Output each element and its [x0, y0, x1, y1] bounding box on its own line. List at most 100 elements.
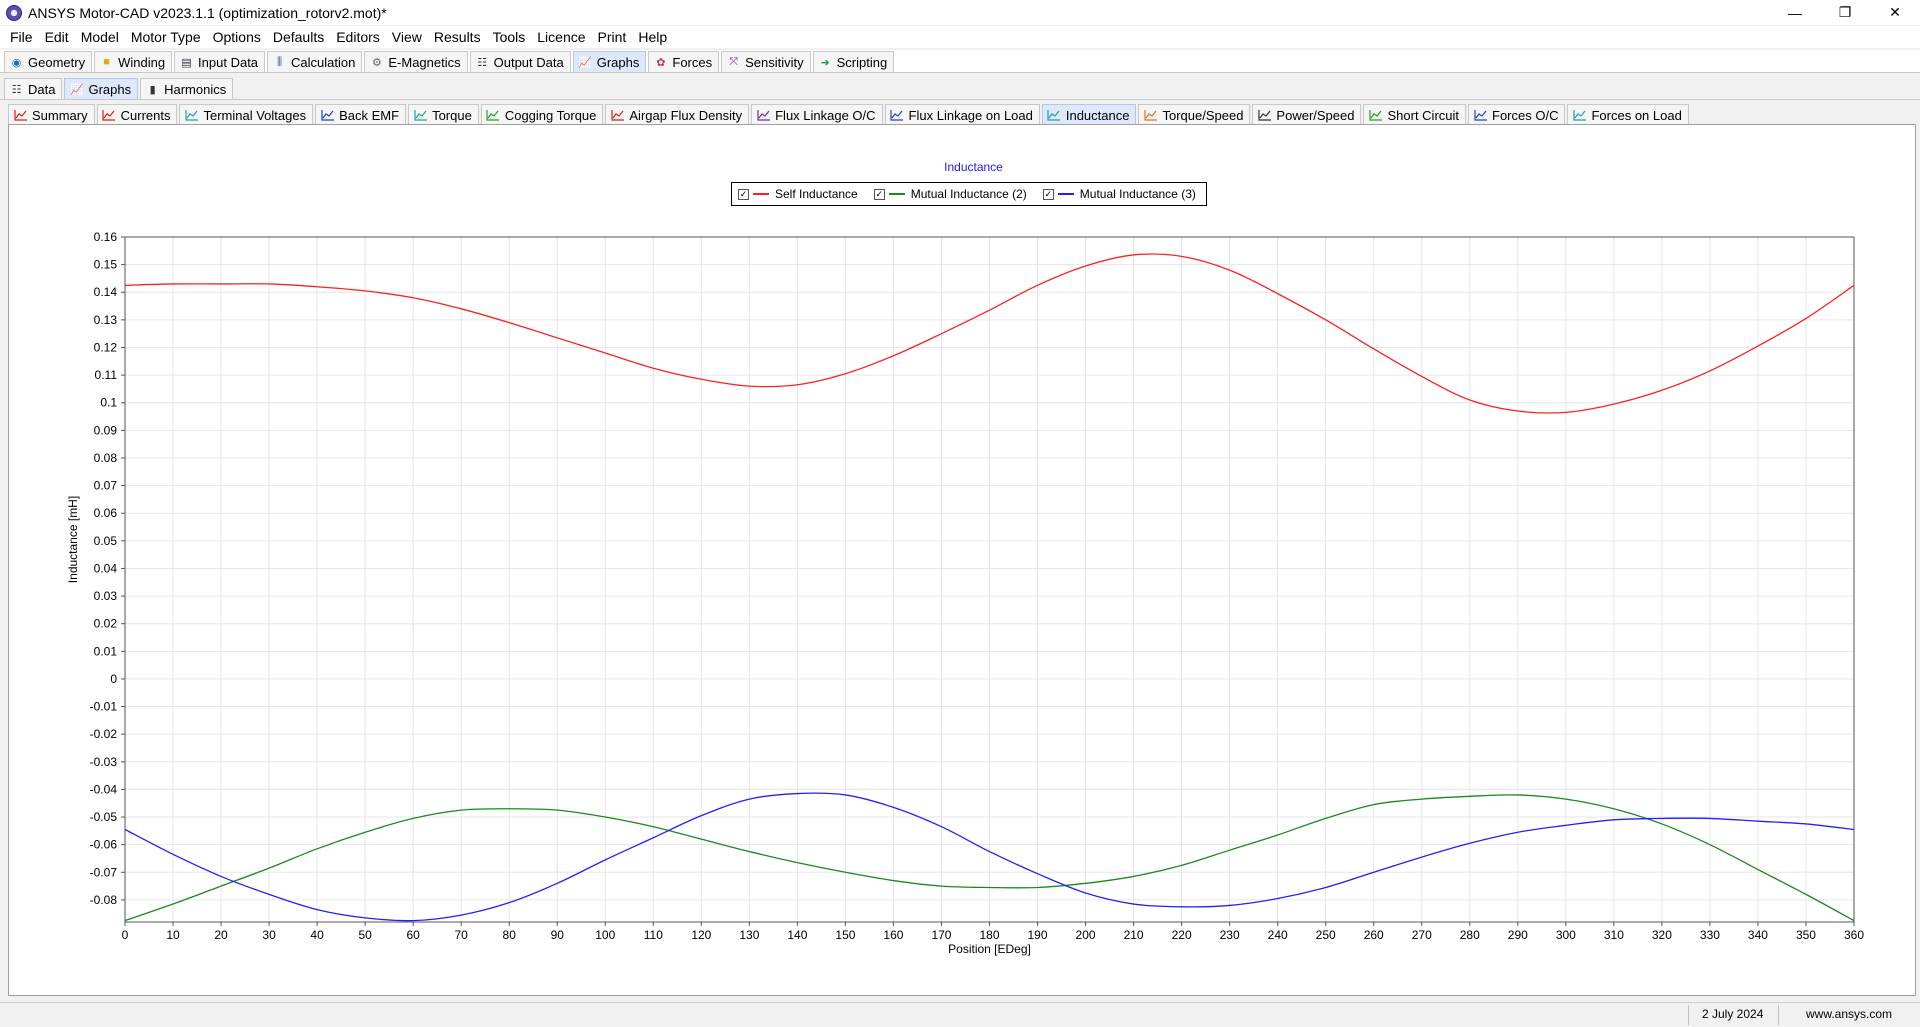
main-tab-bar: ◉ Geometry ■ Winding ▤ Input Data ⫼ Calculation…	[0, 50, 1920, 72]
y-tick-label: 0.09	[94, 423, 118, 437]
menu-tools[interactable]: Tools	[492, 29, 526, 45]
menu-licence[interactable]: Licence	[537, 29, 586, 45]
menu-edit[interactable]: Edit	[44, 29, 69, 45]
tab-geometry[interactable]: ◉ Geometry	[4, 51, 93, 72]
graph-line-icon	[756, 108, 771, 122]
x-tick-label: 0	[122, 928, 129, 942]
status-date: 2 July 2024	[1702, 1007, 1764, 1021]
graph-tab-power-speed[interactable]: Power/Speed	[1252, 104, 1362, 125]
status-divider	[1688, 1005, 1689, 1025]
legend-swatch	[888, 193, 905, 195]
motorcad-logo-icon	[6, 4, 22, 21]
menu-defaults[interactable]: Defaults	[272, 29, 325, 45]
legend-swatch	[753, 193, 769, 195]
tab-label: Forces	[672, 54, 713, 70]
graph-tab-terminal-voltages[interactable]: Terminal Voltages	[179, 104, 314, 125]
tab-output-data[interactable]: ☷ Output Data	[469, 51, 571, 72]
tab-e-magnetics[interactable]: ⚙ E-Magnetics	[364, 51, 468, 72]
x-tick-label: 70	[455, 928, 469, 942]
graph-tab-label: Forces on Load	[1591, 107, 1682, 123]
tab-calculation[interactable]: ⫼ Calculation	[267, 51, 363, 72]
tab-forces[interactable]: ✿ Forces	[648, 51, 720, 72]
y-tick-label: -0.07	[90, 865, 118, 879]
graph-tab-flux-linkage-o-c[interactable]: Flux Linkage O/C	[751, 104, 883, 125]
menu-editors[interactable]: Editors	[336, 29, 380, 45]
graph-tab-short-circuit[interactable]: Short Circuit	[1363, 104, 1467, 125]
x-tick-label: 320	[1652, 928, 1672, 942]
x-tick-label: 340	[1748, 928, 1768, 942]
x-tick-label: 260	[1364, 928, 1384, 942]
y-tick-label: 0.15	[94, 258, 118, 272]
subtab-graphs[interactable]: 📈 Graphs	[64, 78, 139, 99]
legend-entry[interactable]: ✓ Mutual Inductance (2)	[868, 187, 1027, 201]
graph-tab-torque[interactable]: Torque	[408, 104, 479, 125]
graph-tab-flux-linkage-on-load[interactable]: Flux Linkage on Load	[884, 104, 1040, 125]
menu-options[interactable]: Options	[212, 29, 261, 45]
e-magnetics-icon: ⚙	[371, 56, 382, 69]
tab-label: Graphs	[596, 54, 640, 70]
tab-scripting[interactable]: ➜ Scripting	[812, 51, 895, 72]
x-tick-label: 360	[1844, 928, 1864, 942]
menu-motor-type[interactable]: Motor Type	[130, 29, 201, 45]
subtab-data[interactable]: ☷ Data	[4, 78, 63, 99]
close-button[interactable]: ✕	[1889, 4, 1901, 20]
y-tick-label: 0.04	[94, 561, 118, 575]
graph-line-icon	[184, 108, 199, 122]
output-data-icon: ☷	[477, 56, 488, 69]
menu-results[interactable]: Results	[433, 29, 481, 45]
menu-file[interactable]: File	[10, 29, 33, 45]
graph-tab-cogging-torque[interactable]: Cogging Torque	[480, 104, 604, 125]
legend-entry[interactable]: ✓ Self Inductance	[732, 187, 858, 201]
y-tick-label: 0.14	[94, 285, 118, 299]
menu-print[interactable]: Print	[597, 29, 627, 45]
divider	[0, 72, 1920, 73]
chart-panel: Inductance 0.16 0.15 0.14 0.13 0.12 0.11 0.1 0.0…	[8, 124, 1916, 996]
legend-checkbox[interactable]: ✓	[738, 188, 749, 200]
y-tick-label: 0.13	[94, 313, 118, 327]
graph-tab-label: Back EMF	[339, 107, 400, 123]
graph-tab-label: Forces O/C	[1492, 107, 1559, 123]
y-tick-label: -0.02	[90, 727, 118, 741]
x-tick-label: 170	[931, 928, 951, 942]
graph-tab-torque-speed[interactable]: Torque/Speed	[1138, 104, 1251, 125]
winding-icon: ■	[103, 56, 110, 68]
y-tick-label: -0.05	[90, 810, 118, 824]
tab-input-data[interactable]: ▤ Input Data	[174, 51, 266, 72]
graph-tab-back-emf[interactable]: Back EMF	[315, 104, 407, 125]
x-tick-label: 50	[358, 928, 372, 942]
x-tick-label: 40	[310, 928, 324, 942]
legend-entry[interactable]: ✓ Mutual Inductance (3)	[1037, 187, 1196, 201]
menu-model[interactable]: Model	[80, 29, 119, 45]
x-tick-label: 190	[1028, 928, 1048, 942]
tab-winding[interactable]: ■ Winding	[94, 51, 173, 72]
graph-tab-airgap-flux-density[interactable]: Airgap Flux Density	[605, 104, 750, 125]
tab-label: Output Data	[493, 54, 564, 70]
maximize-button[interactable]: ❐	[1838, 4, 1852, 20]
tab-sensitivity[interactable]: ⤧ Sensitivity	[721, 51, 811, 72]
graph-tab-inductance[interactable]: Inductance	[1041, 104, 1137, 125]
graph-tab-forces-on-load[interactable]: Forces on Load	[1567, 104, 1689, 125]
x-tick-label: 10	[166, 928, 180, 942]
graph-tab-label: Torque/Speed	[1162, 107, 1244, 123]
window-controls: — ❐ ✕	[1770, 0, 1920, 25]
legend-checkbox[interactable]: ✓	[873, 188, 885, 200]
menu-bar: File Edit Model Motor Type Options Defaults Ed…	[0, 26, 1920, 48]
subtab-harmonics[interactable]: ▮ Harmonics	[140, 78, 234, 99]
tab-label: Scripting	[836, 54, 888, 70]
window-title: ANSYS Motor-CAD v2023.1.1 (optimization_…	[28, 4, 387, 21]
graph-tab-label: Torque	[432, 107, 472, 123]
graph-tab-currents[interactable]: Currents	[96, 104, 178, 125]
x-tick-label: 350	[1796, 928, 1816, 942]
tab-graphs[interactable]: 📈 Graphs	[572, 51, 647, 72]
graph-tab-forces-o-c[interactable]: Forces O/C	[1468, 104, 1566, 125]
graph-tab-summary[interactable]: Summary	[8, 104, 95, 125]
minimize-button[interactable]: —	[1788, 4, 1802, 21]
menu-view[interactable]: View	[391, 29, 422, 45]
graph-line-icon	[1143, 108, 1158, 122]
x-tick-label: 220	[1172, 928, 1192, 942]
graph-tab-label: Inductance	[1065, 107, 1130, 123]
menu-help[interactable]: Help	[638, 29, 668, 45]
inductance-chart[interactable]: Inductance 0.16 0.15 0.14 0.13 0.12 0.11 0.1 0.0…	[9, 125, 1915, 995]
legend-checkbox[interactable]: ✓	[1042, 188, 1054, 200]
tab-label: Input Data	[198, 54, 259, 70]
